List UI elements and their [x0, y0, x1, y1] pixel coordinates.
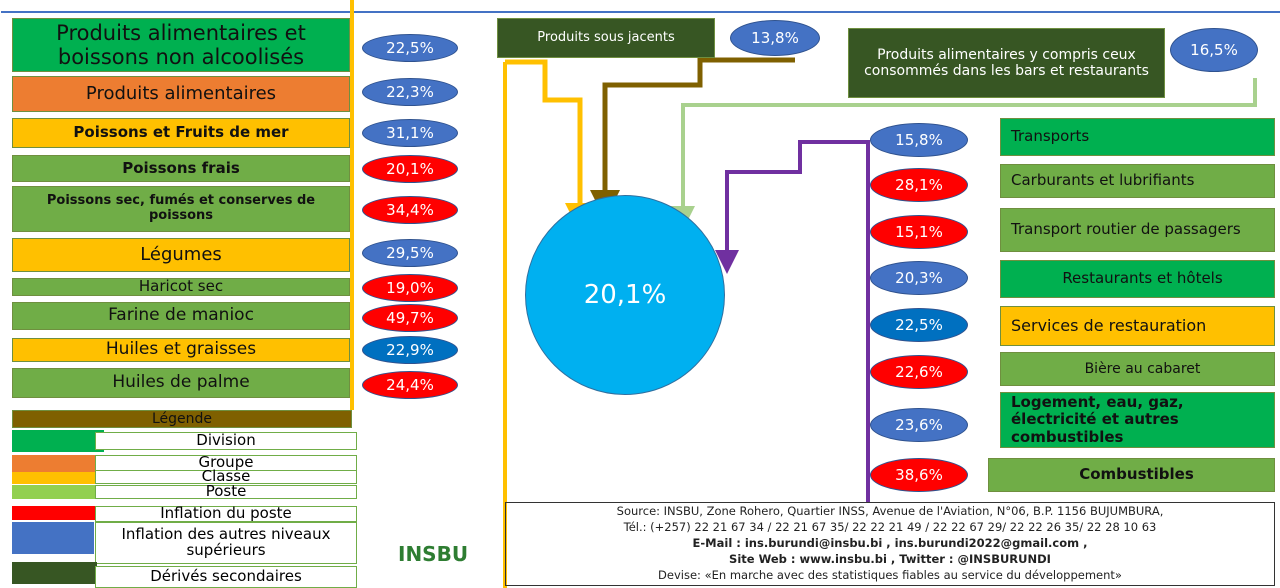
source-line: Devise: «En marche avec des statistiques…: [658, 568, 1122, 582]
rate-ellipse: 15,1%: [870, 215, 968, 249]
category-box: Haricot sec: [12, 278, 350, 296]
rate-ellipse: 22,6%: [870, 355, 968, 389]
rate-ellipse: 23,6%: [870, 408, 968, 442]
rate-ellipse: 38,6%: [870, 458, 968, 492]
source-line: Site Web : www.insbu.bi , Twitter : @INS…: [729, 552, 1051, 566]
rate-ellipse: 22,5%: [362, 34, 458, 62]
legend-swatch: [12, 522, 94, 554]
category-box: Carburants et lubrifiants: [1000, 164, 1275, 198]
legend-label: Poste: [95, 483, 357, 499]
category-box: Produits alimentaires et boissons non al…: [12, 18, 350, 72]
rate-ellipse: 24,4%: [362, 371, 458, 399]
category-box: Huiles et graisses: [12, 338, 350, 362]
legend-label: Division: [95, 432, 357, 450]
category-box: Farine de manioc: [12, 302, 350, 330]
rate-ellipse: 13,8%: [730, 20, 820, 56]
category-box: Poissons frais: [12, 155, 350, 182]
rate-ellipse: 22,5%: [870, 308, 968, 342]
arrow: [671, 78, 1257, 230]
rate-ellipse: 19,0%: [362, 274, 458, 302]
legend-swatch: [12, 472, 104, 484]
center-circle: 20,1%: [525, 195, 725, 395]
rate-ellipse: 34,4%: [362, 196, 458, 224]
source-line: Source: INSBU, Zone Rohero, Quartier INS…: [616, 504, 1164, 518]
legend-swatch: [12, 455, 104, 473]
source-line: Tél.: (+257) 22 21 67 34 / 22 21 67 35/ …: [623, 520, 1157, 534]
category-box: Produits alimentaires y compris ceux con…: [848, 28, 1165, 98]
logo: INSBU: [398, 542, 469, 566]
source-box: Source: INSBU, Zone Rohero, Quartier INS…: [505, 502, 1275, 586]
legend-swatch: [12, 430, 104, 452]
category-box: Huiles de palme: [12, 368, 350, 398]
legend-swatch: [12, 485, 104, 499]
category-box: Poissons et Fruits de mer: [12, 118, 350, 148]
legend-label: Inflation des autres niveaux supérieurs: [95, 522, 357, 564]
rate-ellipse: 28,1%: [870, 168, 968, 202]
category-box: Transport routier de passagers: [1000, 208, 1275, 252]
source-line: E-Mail : ins.burundi@insbu.bi , ins.buru…: [692, 536, 1088, 550]
category-box: Services de restauration: [1000, 306, 1275, 346]
rate-ellipse: 20,3%: [870, 261, 968, 295]
category-box: Combustibles: [988, 458, 1275, 492]
rate-ellipse: 15,8%: [870, 123, 968, 157]
category-box: Bière au cabaret: [1000, 352, 1275, 386]
legend-label: Groupe: [95, 454, 357, 471]
rate-ellipse: 16,5%: [1170, 28, 1258, 72]
legend-label: Inflation du poste: [95, 505, 357, 522]
rate-ellipse: 22,3%: [362, 78, 458, 106]
legend-label: Dérivés secondaires: [95, 566, 357, 588]
category-box: Produits sous jacents: [497, 18, 715, 58]
rate-ellipse: 20,1%: [362, 155, 458, 183]
arrow: [715, 140, 868, 274]
legend-label: Classe: [95, 468, 357, 484]
category-box: Produits alimentaires: [12, 76, 350, 112]
legend-title: Légende: [12, 410, 352, 428]
rate-ellipse: 31,1%: [362, 119, 458, 147]
arrow: [590, 57, 795, 220]
category-box: Logement, eau, gaz, électricité et autre…: [1000, 392, 1275, 448]
category-box: Poissons sec, fumés et conserves de pois…: [12, 186, 350, 232]
arrow: [505, 59, 595, 233]
category-box: Transports: [1000, 118, 1275, 156]
legend-swatch: [12, 506, 104, 520]
legend-swatch: [12, 562, 97, 584]
rate-ellipse: 49,7%: [362, 304, 458, 332]
rate-ellipse: 29,5%: [362, 239, 458, 267]
category-box: Restaurants et hôtels: [1000, 260, 1275, 298]
category-box: Légumes: [12, 238, 350, 272]
rate-ellipse: 22,9%: [362, 336, 458, 364]
